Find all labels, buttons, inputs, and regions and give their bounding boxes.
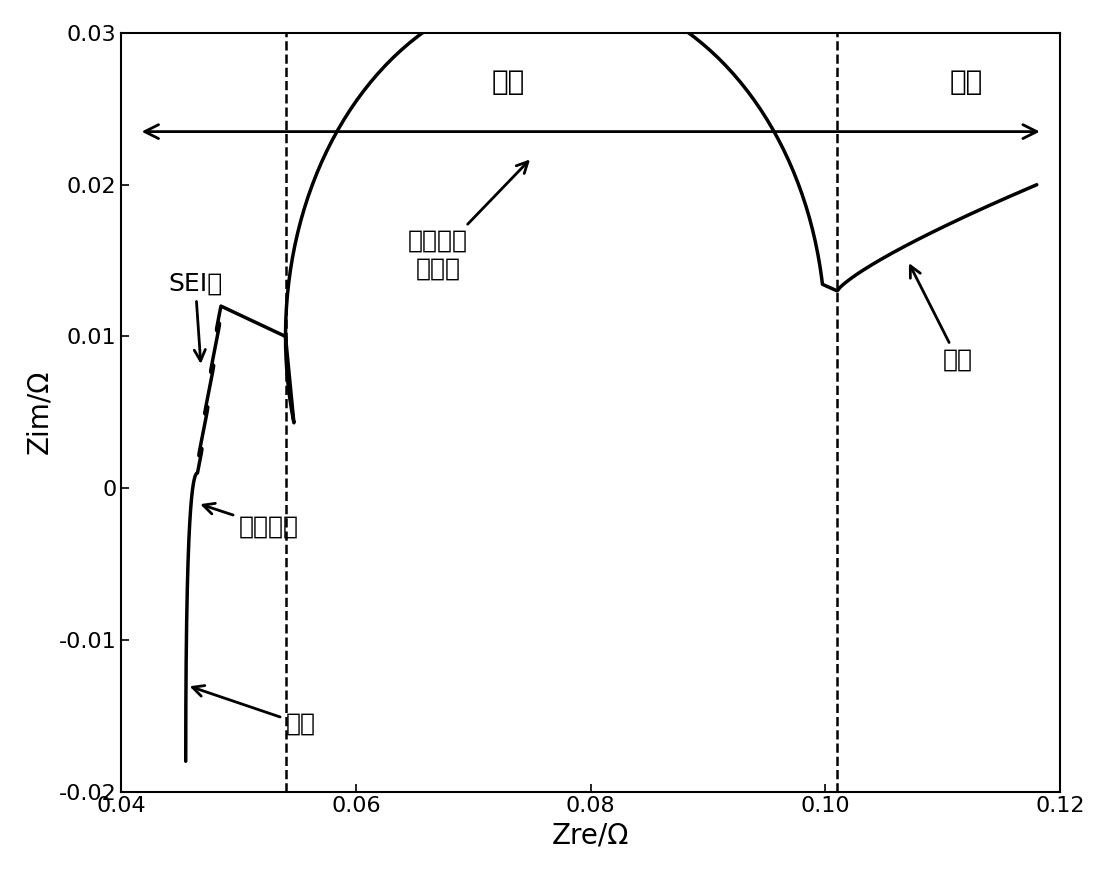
Text: 高频: 高频 [492,67,525,95]
X-axis label: Zre/Ω: Zre/Ω [552,822,629,850]
Text: 低频: 低频 [950,67,983,95]
Text: 电感: 电感 [192,686,315,736]
Y-axis label: Zim/Ω: Zim/Ω [26,370,53,454]
Text: SEI膜: SEI膜 [168,272,222,360]
Text: 极化内阻
双电层: 极化内阻 双电层 [408,162,528,281]
Text: 欧姆内阻: 欧姆内阻 [203,503,299,539]
Text: 扩散: 扩散 [910,266,972,372]
